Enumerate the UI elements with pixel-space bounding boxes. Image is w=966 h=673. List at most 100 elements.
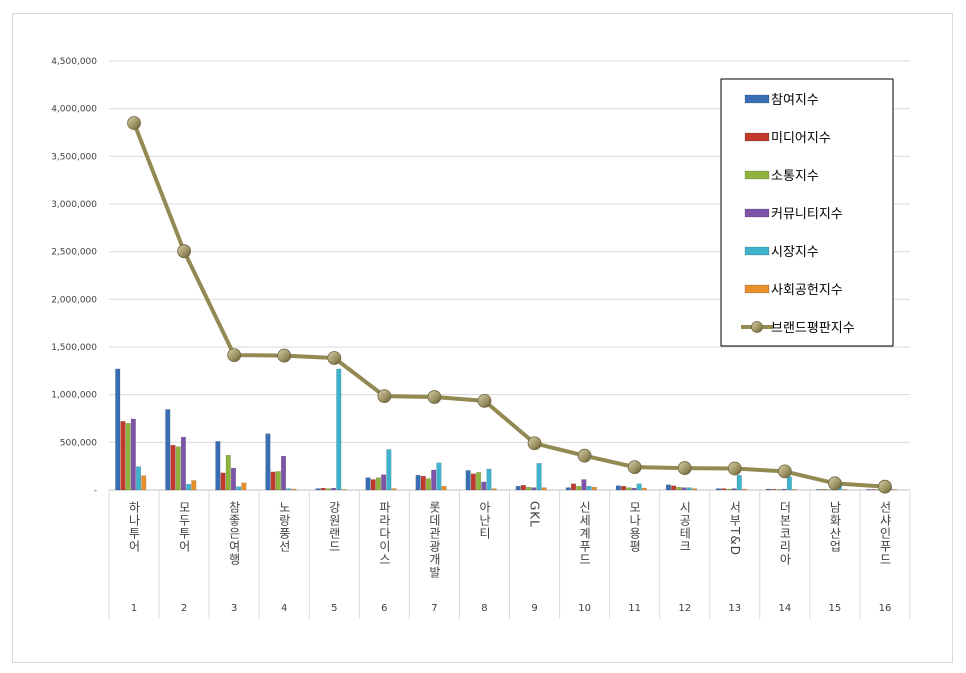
bar-커뮤니티지수-하나투어 — [130, 418, 136, 491]
bar-사회공헌지수-노랑풍선 — [291, 488, 297, 491]
category-labels: 하나투어 1 모두투어 2 참좋은여행 3 노랑풍선 4 강원랜드 5 파라다이스 6 롯데관광개발 7 아… — [127, 501, 892, 614]
bar-시장지수-신세계푸드 — [586, 485, 592, 491]
bar-소통지수-시공테크 — [676, 486, 682, 491]
rank-label: 16 — [879, 603, 892, 614]
rank-label: 2 — [181, 603, 187, 614]
rank-label: 8 — [481, 603, 487, 614]
bar-커뮤니티지수-참좋은여행 — [230, 467, 236, 491]
bar-참여지수-모나용평 — [615, 485, 621, 491]
bar-참여지수-파라다이스 — [365, 477, 371, 491]
legend-label: 미디어지수 — [771, 131, 831, 146]
bar-미디어지수-참좋은여행 — [220, 472, 226, 491]
bar-사회공헌지수-롯데관광개발 — [441, 485, 447, 491]
bar-참여지수-아난티 — [465, 470, 471, 491]
category-label: 시공테크 — [678, 501, 692, 553]
bar-series — [115, 368, 898, 491]
bar-참여지수-노랑풍선 — [265, 433, 271, 491]
bar-사회공헌지수-아난티 — [491, 488, 497, 491]
category-label: 강원랜드 — [327, 501, 341, 553]
bar-미디어지수-선샤인푸드 — [871, 489, 877, 491]
bar-커뮤니티지수-파라다이스 — [381, 474, 387, 491]
bar-참여지수-선샤인푸드 — [866, 489, 872, 491]
rank-label: 12 — [678, 603, 691, 614]
bar-시장지수-GKL — [536, 463, 542, 491]
y-tick-label: 3,500,000 — [51, 152, 97, 162]
bar-참여지수-강원랜드 — [315, 488, 321, 491]
bar-시장지수-롯데관광개발 — [436, 462, 442, 491]
bar-시장지수-파라다이스 — [386, 449, 392, 491]
bar-소통지수-롯데관광개발 — [426, 478, 432, 491]
bar-커뮤니티지수-아난티 — [481, 481, 487, 491]
bar-미디어지수-서부T&D — [721, 488, 727, 491]
line-point-GKL — [527, 436, 542, 451]
line-point-참좋은여행 — [227, 348, 242, 363]
bar-미디어지수-모나용평 — [621, 485, 627, 491]
bar-사회공헌지수-서부T&D — [741, 488, 747, 491]
bar-소통지수-노랑풍선 — [275, 471, 281, 491]
gridlines — [109, 60, 910, 443]
bar-소통지수-모두투어 — [175, 446, 181, 491]
bar-참여지수-참좋은여행 — [215, 441, 221, 491]
rank-label: 3 — [231, 603, 237, 614]
legend-label: 사회공헌지수 — [771, 283, 843, 298]
rank-label: 7 — [431, 603, 437, 614]
rank-label: 6 — [381, 603, 387, 614]
bar-커뮤니티지수-롯데관광개발 — [431, 469, 437, 491]
line-point-노랑풍선 — [277, 348, 292, 363]
bar-참여지수-모두투어 — [165, 409, 171, 491]
bar-사회공헌지수-파라다이스 — [391, 488, 397, 491]
bar-사회공헌지수-시공테크 — [691, 488, 697, 491]
category-label: 남화산업 — [828, 501, 842, 553]
bar-커뮤니티지수-모나용평 — [631, 487, 637, 491]
bar-참여지수-롯데관광개발 — [415, 475, 421, 491]
bar-사회공헌지수-GKL — [541, 487, 547, 491]
category-label: 서부T&D — [728, 501, 742, 556]
bar-사회공헌지수-강원랜드 — [341, 489, 347, 491]
bar-미디어지수-노랑풍선 — [270, 471, 276, 491]
bar-소통지수-파라다이스 — [375, 477, 381, 491]
legend-swatch-참여지수 — [744, 94, 770, 104]
category-label: 선샤인푸드 — [878, 501, 892, 566]
bar-사회공헌지수-참좋은여행 — [241, 482, 247, 491]
bar-시장지수-참좋은여행 — [236, 486, 242, 491]
category-label: 신세계푸드 — [578, 501, 592, 566]
rank-label: 10 — [578, 603, 591, 614]
legend-label: 소통지수 — [771, 169, 819, 184]
bar-커뮤니티지수-더본코리아 — [781, 488, 787, 491]
brand-reputation-chart: 4,500,000 4,000,000 3,500,000 3,000,000 2,50… — [51, 57, 911, 619]
line-point-파라다이스 — [377, 389, 392, 403]
line-point-모나용평 — [627, 460, 642, 475]
bar-소통지수-더본코리아 — [776, 489, 782, 491]
bar-시장지수-하나투어 — [136, 466, 142, 491]
bar-소통지수-참좋은여행 — [225, 455, 231, 491]
bar-참여지수-서부T&D — [715, 488, 721, 491]
bar-사회공헌지수-신세계푸드 — [591, 486, 597, 491]
bar-미디어지수-롯데관광개발 — [420, 475, 426, 491]
bar-커뮤니티지수-서부T&D — [731, 488, 737, 491]
bar-사회공헌지수-남화산업 — [842, 489, 848, 491]
line-point-남화산업 — [828, 476, 842, 491]
bar-커뮤니티지수-모두투어 — [180, 436, 186, 491]
y-tick-label: 4,500,000 — [51, 57, 97, 67]
category-label: 참좋은여행 — [227, 501, 241, 566]
line-point-롯데관광개발 — [427, 390, 442, 404]
bar-커뮤니티지수-노랑풍선 — [281, 455, 287, 491]
bar-시장지수-모두투어 — [186, 484, 192, 491]
line-point-모두투어 — [177, 244, 191, 259]
line-point-시공테크 — [677, 461, 692, 475]
bar-미디어지수-더본코리아 — [771, 489, 777, 491]
bar-시장지수-노랑풍선 — [286, 488, 292, 491]
legend-marker — [751, 321, 763, 333]
bar-미디어지수-모두투어 — [170, 444, 176, 491]
legend-swatch-시장지수 — [744, 246, 770, 256]
chart-frame: 4,500,000 4,000,000 3,500,000 3,000,000 2,50… — [12, 13, 953, 663]
bar-사회공헌지수-선샤인푸드 — [892, 489, 898, 491]
legend-swatch-소통지수 — [744, 170, 770, 180]
y-tick-label: 500,000 — [60, 438, 97, 448]
rank-label: 9 — [531, 603, 537, 614]
bar-미디어지수-파라다이스 — [370, 479, 376, 491]
brand-reputation-line — [132, 122, 886, 489]
rank-label: 13 — [728, 603, 741, 614]
bar-소통지수-남화산업 — [826, 489, 832, 491]
bar-참여지수-GKL — [515, 485, 521, 491]
